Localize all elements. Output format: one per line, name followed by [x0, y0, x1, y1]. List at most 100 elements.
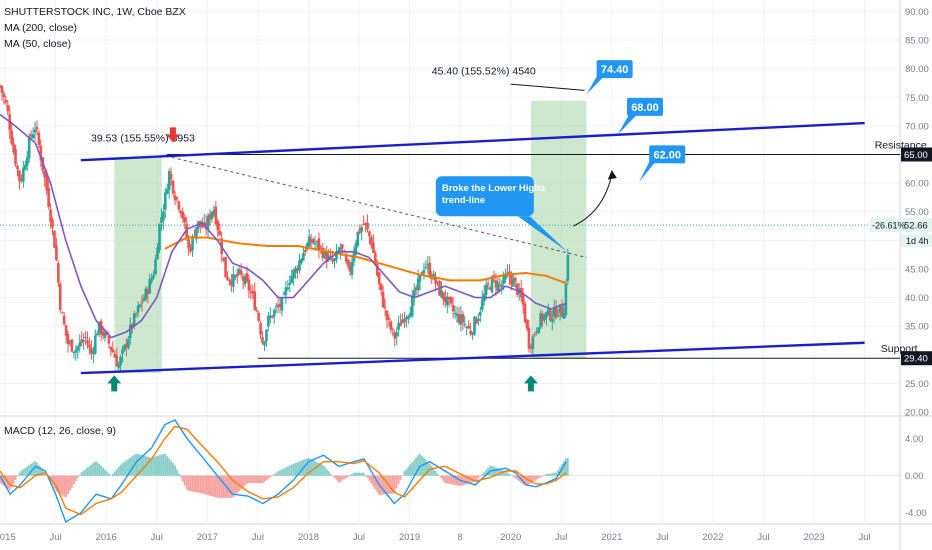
candle-body[interactable] — [204, 223, 208, 229]
candle-body[interactable] — [23, 164, 27, 170]
candle-body[interactable] — [33, 129, 37, 133]
candle-body[interactable] — [132, 313, 136, 327]
candle-body[interactable] — [531, 336, 535, 349]
candle-body[interactable] — [395, 332, 399, 337]
ma200-legend[interactable]: MA (200, close) — [4, 22, 77, 34]
candle-body[interactable] — [346, 259, 350, 267]
candle-body[interactable] — [490, 276, 494, 293]
candle-body[interactable] — [200, 224, 204, 228]
candle-body[interactable] — [6, 105, 10, 112]
candle-body[interactable] — [479, 311, 482, 316]
candle-body[interactable] — [235, 273, 239, 277]
candle-body[interactable] — [323, 250, 327, 258]
candle-body[interactable] — [397, 322, 400, 330]
candle-body[interactable] — [109, 346, 113, 350]
candle-body[interactable] — [70, 339, 74, 352]
candle-body[interactable] — [206, 216, 210, 230]
candle-body[interactable] — [362, 223, 365, 225]
candle-body[interactable] — [150, 277, 153, 282]
candle-body[interactable] — [35, 127, 39, 130]
candle-body[interactable] — [292, 269, 295, 279]
candle-body[interactable] — [335, 251, 338, 260]
candle-body[interactable] — [556, 315, 560, 317]
candle-body[interactable] — [381, 291, 385, 308]
candle-body[interactable] — [160, 217, 163, 223]
candle-body[interactable] — [20, 178, 23, 182]
candle-body[interactable] — [175, 197, 179, 200]
candle-body[interactable] — [533, 333, 537, 335]
candle-body[interactable] — [66, 334, 70, 345]
candle-body[interactable] — [177, 201, 181, 210]
candle-body[interactable] — [525, 319, 529, 329]
candle-body[interactable] — [527, 327, 531, 349]
channel-top-line[interactable] — [80, 121, 865, 162]
candle-body[interactable] — [119, 356, 122, 365]
candle-body[interactable] — [502, 275, 505, 284]
candle-body[interactable] — [317, 238, 321, 250]
candle-body[interactable] — [251, 290, 255, 294]
candle-body[interactable] — [107, 336, 111, 344]
candle-body[interactable] — [368, 231, 371, 237]
target2-callout-box[interactable] — [626, 97, 663, 116]
candle-body[interactable] — [265, 329, 268, 342]
candle-body[interactable] — [562, 312, 566, 319]
candle-body[interactable] — [484, 284, 488, 295]
candle-body[interactable] — [385, 310, 389, 321]
resistance-badge-bg[interactable] — [901, 147, 932, 162]
candle-body[interactable] — [473, 316, 476, 335]
candle-body[interactable] — [488, 287, 492, 290]
candle-body[interactable] — [521, 294, 525, 305]
candle-body[interactable] — [185, 223, 188, 239]
candle-body[interactable] — [39, 145, 43, 161]
candle-body[interactable] — [288, 282, 292, 285]
candle-body[interactable] — [247, 279, 251, 291]
candle-body[interactable] — [457, 314, 461, 323]
candle-body[interactable] — [97, 321, 101, 334]
candle-body[interactable] — [68, 342, 72, 344]
candle-body[interactable] — [99, 320, 103, 335]
candle-body[interactable] — [253, 291, 257, 310]
candle-body[interactable] — [451, 304, 455, 312]
candle-body[interactable] — [216, 220, 220, 231]
candle-body[interactable] — [547, 308, 550, 315]
candle-body[interactable] — [111, 349, 115, 353]
candle-body[interactable] — [319, 246, 323, 248]
candle-body[interactable] — [461, 314, 465, 323]
candle-body[interactable] — [76, 346, 80, 351]
candle-body[interactable] — [241, 276, 245, 281]
candle-body[interactable] — [309, 239, 313, 242]
candle-body[interactable] — [128, 324, 132, 339]
candle-body[interactable] — [187, 239, 190, 248]
candle-body[interactable] — [311, 238, 315, 244]
candle-body[interactable] — [552, 307, 556, 317]
candle-body[interactable] — [541, 313, 544, 321]
candle-body[interactable] — [189, 247, 192, 252]
candle-body[interactable] — [379, 283, 383, 291]
candle-body[interactable] — [325, 251, 329, 263]
candle-body[interactable] — [424, 266, 428, 268]
ma200-line[interactable] — [164, 236, 567, 285]
candle-body[interactable] — [173, 195, 177, 201]
candle-body[interactable] — [140, 301, 144, 304]
candle-body[interactable] — [261, 337, 264, 344]
candle-body[interactable] — [127, 339, 130, 349]
candle-body[interactable] — [434, 277, 437, 284]
candle-body[interactable] — [181, 211, 185, 219]
macd-line[interactable] — [0, 419, 567, 524]
candle-body[interactable] — [405, 317, 408, 320]
candle-body[interactable] — [471, 332, 474, 336]
candle-body[interactable] — [467, 325, 470, 329]
candle-body[interactable] — [162, 211, 165, 221]
target3-callout-box[interactable] — [649, 145, 686, 164]
candle-body[interactable] — [163, 192, 167, 210]
candle-body[interactable] — [257, 312, 260, 321]
candle-body[interactable] — [125, 343, 128, 348]
candle-body[interactable] — [37, 132, 41, 146]
candle-body[interactable] — [113, 354, 117, 358]
candle-body[interactable] — [340, 244, 344, 249]
candle-body[interactable] — [226, 276, 229, 280]
candle-body[interactable] — [169, 173, 173, 179]
candle-body[interactable] — [43, 171, 47, 178]
candle-body[interactable] — [329, 255, 332, 257]
